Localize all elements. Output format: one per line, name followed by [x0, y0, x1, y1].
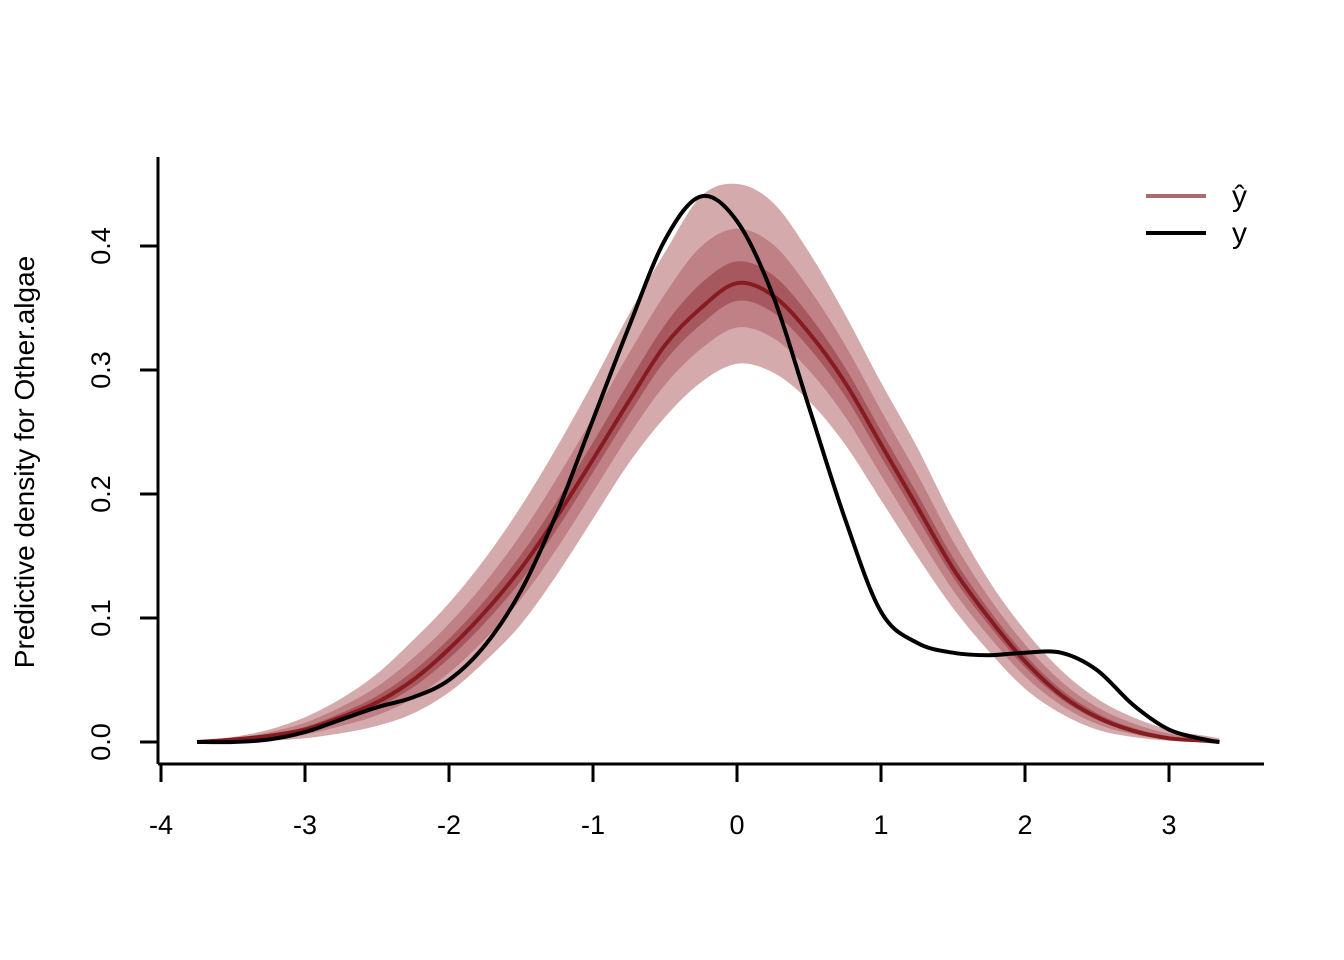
legend: ŷy: [1146, 180, 1247, 250]
middle-interval-band: [197, 228, 1220, 742]
x-tick-label: -3: [293, 810, 317, 840]
x-tick-label: 0: [729, 810, 744, 840]
predictive-bands: [197, 183, 1220, 743]
x-tick-label: -1: [581, 810, 605, 840]
y-tick-label: 0.0: [86, 723, 116, 761]
y-tick-label: 0.2: [86, 475, 116, 513]
legend-label: y: [1232, 217, 1247, 250]
observed-density-line: [196, 193, 1220, 745]
x-tick-label: -2: [437, 810, 461, 840]
y-tick-label: 0.4: [86, 227, 116, 265]
axes: -4 -3 -2 -1 0 1 2 3 0.0 0.1 0.2 0.3 0.4: [86, 157, 1264, 840]
y-axis-title: Predictive density for Other.algae: [9, 256, 40, 668]
x-tick-label: 3: [1161, 810, 1176, 840]
y-tick-label: 0.3: [86, 351, 116, 389]
y-tick-label: 0.1: [86, 599, 116, 637]
x-tick-label: -4: [149, 810, 173, 840]
x-tick-label: 1: [873, 810, 888, 840]
x-tick-label: 2: [1017, 810, 1032, 840]
density-lines: [196, 193, 1220, 745]
predicted-median-line: [196, 280, 1220, 744]
legend-label: ŷ: [1232, 180, 1247, 213]
